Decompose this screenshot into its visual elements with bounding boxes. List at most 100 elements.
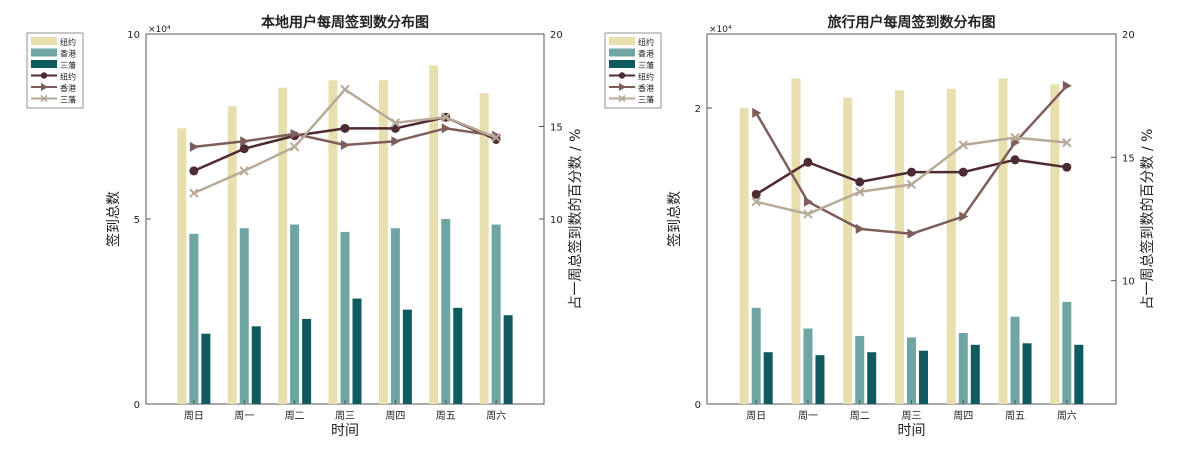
bar-香港-周四 [958,332,968,404]
y2-tick-label: 10 [1122,277,1135,288]
bar-三藩-周六 [1074,344,1084,404]
x-tick-label: 周六 [1057,410,1077,422]
y-tick-label: 10 [127,30,140,41]
point-三藩-周四 [958,140,968,150]
point-纽约-周五 [1010,155,1020,165]
bar-香港-周六 [491,224,501,404]
bar-纽约-周一 [791,78,801,405]
point-香港-周日 [752,107,762,118]
bar-香港-周四 [390,228,400,404]
bar-香港-周一 [239,228,249,404]
bar-三藩-周一 [815,355,825,404]
y-tick-label: 0 [134,400,140,411]
bar-三藩-周五 [1022,343,1032,404]
legend-swatch-三藩 [609,60,635,68]
legend-label: 三藩 [60,60,76,70]
legend-label: 纽约 [60,72,76,82]
point-三藩-周二 [289,142,300,152]
bar-三藩-周五 [453,307,463,404]
legend-marker [41,83,48,91]
y-tick-label: 2 [695,104,701,115]
bar-纽约-周三 [895,90,904,405]
bar-纽约-周六 [479,93,489,404]
y-multiplier: ×10⁴ [709,25,732,35]
y2-tick-label: 20 [1122,30,1135,41]
x-tick-label: 周日 [184,410,204,422]
bar-纽约-周五 [998,78,1008,405]
point-香港-周四 [391,136,401,147]
legend-swatch-三藩 [31,60,57,68]
legend-label: 纽约 [638,37,654,47]
point-香港-周二 [290,128,300,139]
point-纽约-周二 [855,177,865,187]
point-纽约-周三 [340,123,350,133]
legend-swatch-香港 [609,48,635,57]
bar-三藩-周六 [503,315,513,404]
y2-tick-label: 20 [550,30,563,41]
bar-香港-周五 [1010,316,1020,404]
point-三藩-周一 [803,209,813,219]
y-tick-label: 0 [695,400,701,411]
point-三藩-周三 [906,179,917,190]
x-tick-label: 周二 [850,410,870,422]
bar-香港-周二 [290,224,300,404]
legend-label: 三藩 [638,95,654,105]
point-香港-周四 [959,211,969,222]
point-三藩-周五 [441,112,451,122]
chart-title: 本地用户每周签到数分布图 [261,14,429,31]
y-axis-label: 签到总数 [105,191,122,247]
bar-纽约-周四 [378,80,388,404]
bar-纽约-周日 [177,128,187,404]
bar-纽约-周二 [843,97,853,404]
bar-香港-周六 [1062,301,1072,404]
chart-title: 旅行用户每周签到数分布图 [828,14,996,31]
x-axis-label: 时间 [331,423,359,439]
legend-label: 三藩 [60,95,76,105]
point-香港-周一 [803,196,813,207]
y2-axis-label: 占一周总签到数的百分数 / % [1139,129,1156,310]
bar-三藩-周二 [302,318,312,404]
point-三藩-周一 [239,166,249,176]
line-纽约 [755,158,1067,196]
point-纽约-周六 [1062,162,1072,172]
point-纽约-周一 [239,144,249,154]
point-纽约-周三 [907,167,916,177]
legend-marker [619,83,626,91]
point-香港-周日 [189,141,199,152]
bar-纽约-周二 [278,87,288,405]
legend-label: 纽约 [60,37,76,47]
bar-香港-周三 [907,337,916,404]
point-香港-周一 [240,136,250,147]
point-香港-周二 [855,223,865,234]
point-香港-周六 [1062,80,1072,91]
bar-纽约-周一 [227,106,237,405]
y-tick-label: 5 [134,215,140,226]
x-tick-label: 周六 [486,410,506,422]
legend-label: 香港 [638,83,654,93]
x-tick-label: 周日 [746,410,766,422]
legend-swatch-纽约 [609,37,635,45]
bar-三藩-周四 [402,309,412,404]
legend-marker [618,72,626,79]
point-三藩-周六 [1062,137,1072,148]
point-香港-周三 [907,228,917,239]
bar-三藩-周二 [867,352,877,404]
legend-marker [618,94,626,103]
x-tick-label: 周一 [798,410,818,422]
bar-纽约-周五 [429,65,439,404]
point-三藩-周三 [340,84,350,95]
point-香港-周三 [341,140,350,150]
point-纽约-周一 [803,157,813,167]
point-三藩-周四 [390,118,401,128]
bar-三藩-周三 [919,350,928,404]
bar-三藩-周日 [763,352,773,404]
point-三藩-周日 [751,197,761,207]
x-tick-label: 周三 [335,410,355,422]
point-纽约-周日 [189,166,199,176]
y-multiplier: ×10⁴ [148,25,171,35]
y2-tick-label: 10 [550,215,563,226]
x-tick-label: 周四 [385,410,405,422]
bar-香港-周日 [189,233,199,404]
